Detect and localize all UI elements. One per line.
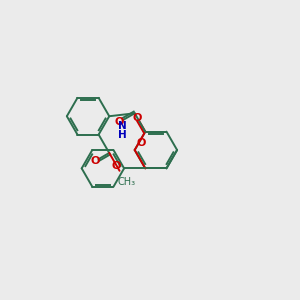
Text: O: O (133, 112, 142, 123)
Text: CH₃: CH₃ (117, 177, 135, 187)
Text: O: O (115, 117, 124, 127)
Text: O: O (90, 156, 99, 166)
Text: O: O (137, 138, 146, 148)
Text: O: O (112, 161, 121, 171)
Text: N
H: N H (118, 121, 126, 140)
